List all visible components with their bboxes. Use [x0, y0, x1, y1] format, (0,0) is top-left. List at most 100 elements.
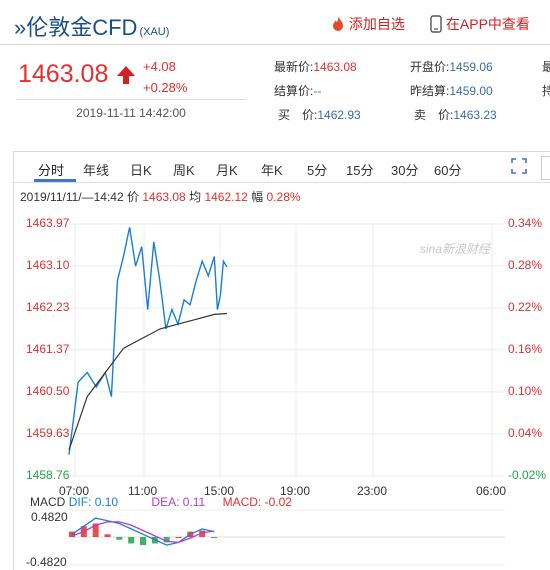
macd-value: -0.02: [264, 495, 292, 509]
macd-axis-bottom: -0.4820: [26, 555, 67, 569]
percent-tick-label: 0.34%: [508, 216, 543, 230]
tab-year-line[interactable]: 年线: [83, 163, 110, 178]
price-tick-label: 1459.63: [26, 425, 70, 440]
tab-day-k[interactable]: 日K: [130, 163, 152, 178]
latest-price-value: 1463.08: [313, 60, 357, 74]
info-price: 1463.08: [142, 190, 186, 204]
up-arrow-icon: [117, 66, 135, 84]
macd-histogram-bar: [116, 537, 123, 540]
macd-dea-line: [71, 521, 215, 544]
info-amp-label: 幅: [251, 190, 264, 204]
price-tick-label: 1458.76: [26, 468, 70, 482]
page-title: »伦敦金CFD (XAU): [14, 10, 169, 42]
open-price-field: 开盘价:1459.06: [410, 58, 493, 75]
add-watchlist-label: 添加自选: [348, 16, 405, 32]
info-avg: 1462.12: [204, 190, 248, 204]
bid-value: 1462.93: [317, 108, 361, 122]
latest-price-label: 最新价:: [274, 60, 314, 74]
time-tick-label: 06:00: [476, 484, 507, 498]
open-price-label: 开盘价:: [410, 60, 450, 74]
extra-field-2: 持: [542, 84, 550, 98]
prev-settle-field: 昨结算:1459.00: [410, 82, 493, 99]
ask-label: 卖 价:: [414, 108, 454, 122]
dea-value: 0.11: [182, 495, 206, 509]
time-tick-label: 19:00: [280, 484, 311, 498]
tab-timeshare[interactable]: 分时: [38, 163, 65, 178]
macd-histogram-bar: [199, 530, 206, 537]
settle-price-label: 结算价:: [274, 84, 314, 98]
time-tick-label: 07:00: [59, 484, 90, 498]
macd-axis-top: 0.4820: [31, 510, 68, 524]
macd-value-label: MACD:: [222, 495, 262, 509]
time-tick-label: 11:00: [128, 484, 158, 498]
chart-panel: [13, 151, 550, 570]
prev-settle-label: 昨结算:: [410, 84, 450, 98]
macd-histogram-bar: [128, 537, 135, 544]
settle-price-field: 结算价:--: [274, 82, 321, 99]
flame-icon: [333, 17, 343, 31]
tab-5min[interactable]: 5分: [307, 163, 328, 178]
percent-tick-label: 0.04%: [508, 425, 543, 440]
fullscreen-icon[interactable]: [511, 158, 527, 174]
tab-60min[interactable]: 60分: [434, 163, 462, 178]
info-avg-label: 均: [189, 190, 202, 204]
side-panel-edge: [541, 156, 550, 180]
price-tick-label: 1461.37: [26, 341, 70, 356]
extra-field-1: 最: [542, 60, 550, 74]
price-tick-label: 1460.50: [26, 383, 70, 398]
price-series-line: [68, 227, 228, 455]
price-tick-label: 1462.23: [26, 300, 70, 315]
dif-label: DIF:: [68, 495, 92, 509]
macd-legend: MACD DIF: 0.10 DEA: 0.11 MACD: -0.02: [30, 495, 292, 509]
latest-price-field: 最新价:1463.08: [274, 58, 357, 75]
macd-title: MACD: [30, 495, 66, 509]
tab-15min[interactable]: 15分: [346, 163, 374, 178]
title-symbol: (XAU): [139, 26, 170, 38]
tab-week-k[interactable]: 周K: [173, 163, 195, 178]
open-price-value: 1459.06: [449, 60, 493, 74]
macd-histogram-bar: [175, 537, 182, 538]
active-tab-indicator: [34, 179, 76, 182]
macd-dif-line: [71, 517, 215, 546]
time-tick-label: 23:00: [357, 484, 388, 498]
info-amp: 0.28%: [266, 190, 301, 204]
time-tick-label: 15:00: [204, 484, 235, 498]
phone-icon: [430, 15, 442, 33]
page-header: [0, 0, 550, 45]
bid-label: 买 价:: [278, 108, 318, 122]
price-change: +4.08: [143, 59, 176, 74]
add-watchlist-button[interactable]: 添加自选: [331, 14, 405, 34]
macd-histogram-bar: [140, 537, 146, 546]
last-price: 1463.08: [18, 60, 109, 88]
tab-month-k[interactable]: 月K: [216, 163, 238, 178]
title-text: »伦敦金CFD: [14, 15, 138, 40]
period-tabs: 分时 年线 日K 周K 月K 年K 5分 15分 30分 60分: [14, 152, 550, 183]
macd-histogram-bar: [211, 537, 217, 539]
ask-field: 卖 价:1463.23: [414, 106, 497, 123]
percent-tick-label: 0.16%: [508, 341, 543, 356]
settle-price-value: --: [313, 84, 322, 98]
bid-field: 买 价:1462.93: [278, 106, 361, 123]
price-change-pct: +0.28%: [143, 80, 188, 95]
dea-label: DEA:: [151, 495, 180, 509]
info-time: 2019/11/11/—14:42: [20, 190, 124, 204]
sina-finance-watermark: sina新浪财经: [420, 242, 491, 256]
quote-datetime: 2019-11-11 14:42:00: [16, 99, 246, 120]
macd-histogram-bar: [69, 531, 75, 537]
macd-histogram-bar: [163, 537, 170, 543]
macd-histogram-bar: [104, 534, 111, 537]
open-in-app-button[interactable]: 在APP中查看: [430, 14, 530, 34]
tab-year-k[interactable]: 年K: [261, 163, 283, 178]
cursor-info-line: 2019/11/11/—14:42 价 1463.08 均 1462.12 幅 …: [20, 188, 301, 205]
info-price-label: 价: [126, 190, 139, 204]
dif-value: 0.10: [94, 495, 119, 509]
open-in-app-label: 在APP中查看: [445, 16, 530, 32]
tab-30min[interactable]: 30分: [391, 163, 419, 178]
percent-tick-label: -0.02%: [508, 468, 547, 482]
macd-histogram-bar: [92, 523, 99, 537]
percent-tick-label: 0.22%: [508, 300, 543, 315]
price-tick-label: 1463.97: [26, 216, 70, 230]
price-tick-label: 1463.10: [26, 258, 70, 273]
prev-settle-value: 1459.00: [449, 84, 493, 98]
